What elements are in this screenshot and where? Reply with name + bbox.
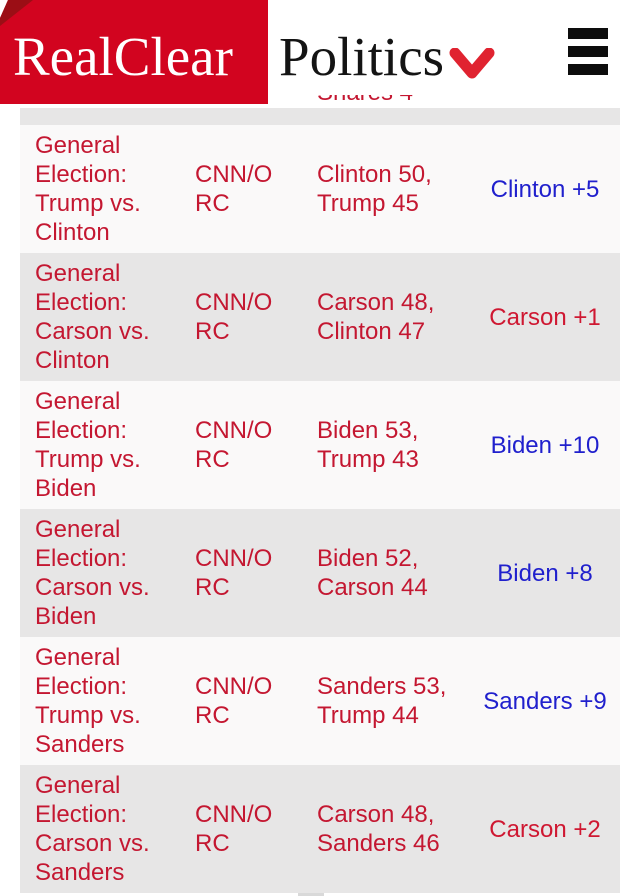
race-cell: General Election: Trump vs. Sanders: [35, 644, 141, 758]
spread-cell: Clinton +5: [490, 175, 600, 203]
hamburger-bar: [568, 64, 608, 75]
race-cell: General Election: Trump vs. Clinton: [35, 132, 141, 246]
results-cell: Biden 53, Trump 43: [317, 417, 419, 473]
results-cell: Sanders 53, Trump 44: [317, 673, 447, 729]
poll-source-cell: CNN/O RC: [195, 673, 273, 729]
brand-politics-text: Politics: [279, 26, 445, 87]
spread-cell: Sanders +9: [483, 687, 607, 715]
spread-cell: Biden +10: [490, 431, 600, 459]
spread-cell: Biden +8: [497, 559, 593, 587]
poll-table-row[interactable]: General Election: Trump vs. Biden CNN/O …: [20, 381, 620, 509]
folded-corner-icon: [0, 0, 33, 26]
poll-source-cell: CNN/O RC: [195, 417, 273, 473]
poll-table-row[interactable]: General Election: Carson vs. Clinton CNN…: [20, 253, 620, 381]
poll-table-row[interactable]: General Election: Carson vs. Biden CNN/O…: [20, 509, 620, 637]
race-cell: General Election: Trump vs. Biden: [35, 388, 141, 502]
results-cell: Carson 48, Clinton 47: [317, 289, 435, 345]
results-cell: Carson 48, Sanders 46: [317, 801, 440, 857]
poll-source-cell: CNN/O RC: [195, 801, 273, 857]
results-cell: Clinton 50, Trump 45: [317, 161, 432, 217]
brand-realclear-text: RealClear: [13, 26, 233, 87]
fold-dark-triangle: [0, 0, 33, 26]
hamburger-bar: [568, 46, 608, 57]
poll-table-row[interactable]: General Election: Trump vs. Clinton CNN/…: [20, 125, 620, 253]
polls-table: General Election: Trump vs. Clinton CNN/…: [20, 125, 620, 893]
poll-source-cell: CNN/O RC: [195, 289, 273, 345]
poll-source-cell: CNN/O RC: [195, 545, 273, 601]
race-cell: General Election: Carson vs. Sanders: [35, 772, 150, 886]
race-cell: General Election: Carson vs. Clinton: [35, 260, 150, 374]
chevron-down-icon[interactable]: [449, 48, 495, 82]
hamburger-bar: [568, 28, 608, 39]
poll-source-cell: CNN/O RC: [195, 161, 273, 217]
spread-cell: Carson +2: [489, 815, 601, 843]
hamburger-icon[interactable]: [568, 28, 608, 75]
spread-cell: Carson +1: [489, 303, 601, 331]
partial-bottom-element: [298, 893, 324, 896]
realclear-logo-block[interactable]: RealClear: [0, 0, 268, 104]
results-cell: Biden 52, Carson 44: [317, 545, 428, 601]
poll-table-row[interactable]: General Election: Trump vs. Sanders CNN/…: [20, 637, 620, 765]
partial-table-row-top: [20, 108, 620, 125]
race-cell: General Election: Carson vs. Biden: [35, 516, 150, 630]
poll-table-row[interactable]: General Election: Carson vs. Sanders CNN…: [20, 765, 620, 893]
